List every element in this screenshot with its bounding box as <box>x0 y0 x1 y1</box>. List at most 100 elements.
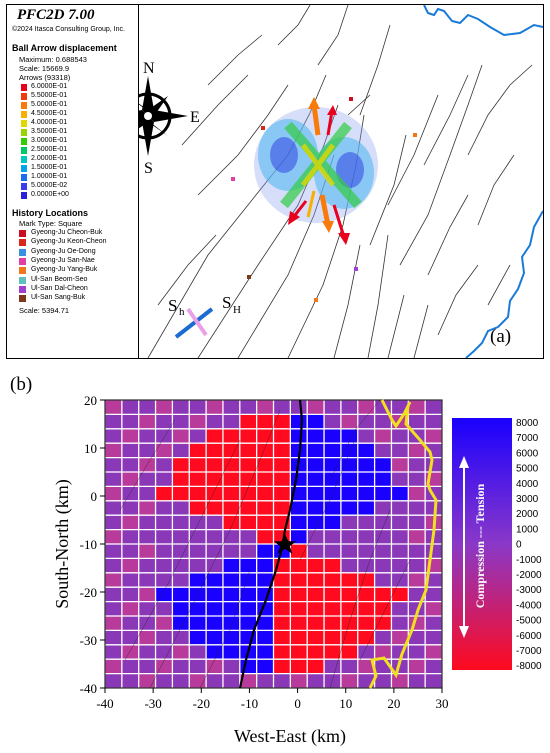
colorbar-tick-label: 4000 <box>516 479 539 490</box>
grid-cell <box>391 544 409 559</box>
grid-cell <box>340 457 358 472</box>
grid-cell <box>307 515 325 530</box>
grid-cell <box>189 630 207 645</box>
grid-cell <box>189 500 207 516</box>
colorbar-tick-label: 1000 <box>516 524 539 535</box>
grid-cell <box>155 500 173 516</box>
colorbar-tick-label: -1000 <box>516 555 542 566</box>
colorbar-tick-label: 5000 <box>516 464 539 475</box>
maximum-text: Maximum: 0.688543 <box>19 55 87 64</box>
grid-cell <box>324 558 341 573</box>
grid-cell <box>155 544 173 559</box>
grid-cell <box>239 400 257 415</box>
grid-cell <box>206 414 223 429</box>
grid-cell <box>172 414 190 429</box>
grid-cell <box>357 428 375 444</box>
sh-label: S <box>168 296 177 315</box>
grid-cell <box>307 587 325 602</box>
grid-cell <box>138 659 156 674</box>
grid-cell <box>121 558 139 573</box>
grid-cell <box>307 616 325 631</box>
legend-title: Ball Arrow displacement <box>12 43 117 53</box>
grid-cell <box>121 443 139 458</box>
grid-cell <box>256 414 274 429</box>
grid-cell <box>189 659 207 674</box>
grid-cell <box>324 414 341 429</box>
grid-cell <box>391 515 409 530</box>
grid-cell <box>105 558 122 573</box>
compass-n: N <box>143 60 155 77</box>
grid-cell <box>307 486 325 501</box>
grid-cell <box>425 544 442 559</box>
colorbar-label: 3.5000E-01 <box>31 128 68 135</box>
compass-s: S <box>144 160 153 177</box>
grid-cell <box>340 414 358 429</box>
grid-cell <box>357 616 375 631</box>
grid-cell <box>206 529 223 544</box>
grid-cell <box>340 558 358 573</box>
history-swatch <box>19 239 26 247</box>
grid-cell <box>374 616 392 631</box>
grid-cell <box>138 500 156 516</box>
grid-cell <box>189 644 207 660</box>
grid-cell <box>324 544 341 559</box>
colorbar-label: 1.5000E-01 <box>31 164 68 171</box>
grid-cell <box>273 616 291 631</box>
grid-cell <box>374 486 392 501</box>
coastline-bottom <box>465 210 543 358</box>
history-label: Gyeong-Ju San-Nae <box>31 256 95 264</box>
grid-cell <box>256 457 274 472</box>
grid-cell <box>340 544 358 559</box>
grid-cell <box>121 587 139 602</box>
grid-cell <box>324 428 341 444</box>
grid-cell <box>256 443 274 458</box>
colorbar-tick-label: 2000 <box>516 509 539 520</box>
grid-cell <box>222 587 240 602</box>
grid-cell <box>239 457 257 472</box>
grid-cell <box>324 443 341 458</box>
grid-cell <box>425 457 442 472</box>
grid-cell <box>256 558 274 573</box>
grid-cell <box>172 558 190 573</box>
grid-cell <box>408 400 426 415</box>
x-axis-ticks: -40 -30 -20 -10 0 10 20 30 <box>96 688 449 711</box>
grid-cell <box>408 414 426 429</box>
grid-cell <box>105 414 122 429</box>
grid-cell <box>391 443 409 458</box>
colorbar-tick-label: -2000 <box>516 570 542 581</box>
grid-cell <box>121 457 139 472</box>
grid-cell <box>374 515 392 530</box>
grid-cell <box>340 630 358 645</box>
grid-cell <box>189 457 207 472</box>
grid-cell <box>121 616 139 631</box>
grid-cell <box>206 428 223 444</box>
sh-sub: h <box>179 306 185 318</box>
grid-cell <box>239 529 257 544</box>
grid-cell <box>340 673 358 688</box>
grid-cell <box>357 457 375 472</box>
grid-cell <box>408 644 426 660</box>
grid-cell <box>222 400 240 415</box>
grid-cell <box>105 457 122 472</box>
grid-cell <box>172 630 190 645</box>
colorbar-tick-label: -4000 <box>516 600 542 611</box>
grid-cell <box>307 400 325 415</box>
grid-cell <box>290 601 308 616</box>
panel-a-label: (a) <box>490 326 511 347</box>
grid-cell <box>189 616 207 631</box>
grid-cell <box>374 644 392 660</box>
grid-cell <box>391 601 409 616</box>
grid-cell <box>256 529 274 544</box>
colorbar-swatch <box>21 183 27 190</box>
history-label: Ul-San Dal-Cheon <box>31 284 88 292</box>
grid-cell <box>425 500 442 516</box>
colorbar-tick-label: 3000 <box>516 494 539 505</box>
grid-cell <box>222 544 240 559</box>
grid-cell <box>425 673 442 688</box>
colorbar-label: 2.0000E-01 <box>31 155 68 162</box>
compass-e: E <box>190 109 200 126</box>
grid-cell <box>290 644 308 660</box>
SH-sub: H <box>233 304 241 316</box>
y-axis-ticks: 20 10 0 -10 -20 -30 -40 <box>80 393 105 696</box>
grid-cell <box>172 659 190 674</box>
